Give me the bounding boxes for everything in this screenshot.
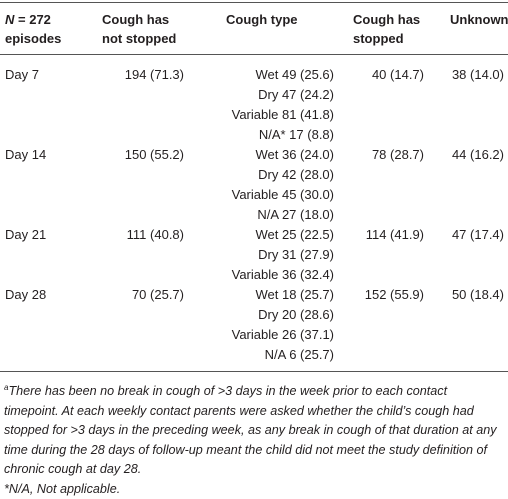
stopped-cell: 114 (41.9) [365, 227, 424, 242]
cough-type-cell: Wet 36 (24.0) Dry 42 (28.0) Variable 45 (3… [188, 145, 348, 225]
not-stopped-cell: 150 (55.2) [124, 147, 184, 162]
header-cell: Unknown [450, 12, 508, 27]
cough-type-line: Wet 25 (22.5) [255, 227, 334, 242]
not-stopped-cell: 194 (71.3) [124, 67, 184, 82]
cough-type-cell: Wet 18 (25.7) Dry 20 (28.6) Variable 26 (3… [188, 285, 348, 372]
cough-type-line: Wet 18 (25.7) [255, 287, 334, 302]
cough-type-line: Variable 81 (41.8) [231, 107, 334, 122]
cough-type-line: Wet 36 (24.0) [255, 147, 334, 162]
not-stopped-cell: 111 (40.8) [126, 227, 184, 242]
unknown-cell: 50 (18.4) [451, 287, 504, 302]
data-table: N = 272 episodes Cough has not stopped C… [0, 2, 508, 372]
header-text: = 272 episodes [5, 12, 62, 46]
footnote: aThere has been no break in cough of >3 … [4, 378, 504, 480]
not-stopped-cell: 70 (25.7) [131, 287, 184, 302]
cough-type-cell: Wet 25 (22.5) Dry 31 (27.9) Variable 36 (3… [188, 225, 348, 285]
table-row: Day 21 111 (40.8) Wet 25 (22.5) Dry 31 (27.… [0, 225, 508, 285]
cough-type-line: N/A 6 (25.7) [264, 347, 334, 362]
cough-type-cell: Wet 49 (25.6) Dry 47 (24.2) Variable 81 (4… [188, 55, 348, 146]
table-body: Day 7 194 (71.3) Wet 49 (25.6) Dry 47 (24.2… [0, 55, 508, 372]
stopped-cell: 152 (55.9) [364, 287, 424, 302]
unknown-cell: 44 (16.2) [451, 147, 504, 162]
footnotes: aThere has been no break in cough of >3 … [0, 372, 508, 499]
footnote-marker: a [4, 383, 9, 392]
table-row: Day 7 194 (71.3) Wet 49 (25.6) Dry 47 (24.2… [0, 55, 508, 146]
table-header: N = 272 episodes Cough has not stopped C… [0, 2, 508, 55]
cough-type-line: Variable 45 (30.0) [231, 187, 334, 202]
cough-type-line: Dry 31 (27.9) [258, 247, 334, 262]
header-italic: N [5, 12, 15, 27]
header-cell: Cough type [226, 12, 298, 27]
cough-type-line: Dry 20 (28.6) [258, 307, 334, 322]
cough-type-line: Variable 26 (37.1) [231, 327, 334, 342]
footnote-text: There has been no break in cough of >3 d… [4, 384, 497, 477]
day-cell: Day 14 [5, 147, 47, 162]
header-cell: N = 272 episodes [0, 3, 88, 55]
cough-type-line: Variable 36 (32.4) [231, 267, 334, 282]
unknown-cell: 47 (17.4) [451, 227, 504, 242]
day-cell: Day 7 [5, 67, 39, 82]
cough-type-line: N/A 27 (18.0) [257, 207, 334, 222]
day-cell: Day 21 [5, 227, 47, 242]
table-row: Day 28 70 (25.7) Wet 18 (25.7) Dry 20 (28.6… [0, 285, 508, 372]
stopped-cell: 40 (14.7) [371, 67, 424, 82]
header-cell: Cough has not stopped [102, 12, 177, 46]
header-row: N = 272 episodes Cough has not stopped C… [0, 2, 508, 55]
footnote: *N/A, Not applicable. [4, 481, 121, 496]
table-row: Day 14 150 (55.2) Wet 36 (24.0) Dry 42 (28.… [0, 145, 508, 225]
cough-type-line: Dry 47 (24.2) [258, 87, 334, 102]
header-cell: Cough has stopped [353, 12, 421, 46]
unknown-cell: 38 (14.0) [451, 67, 504, 82]
cough-type-line: N/A* 17 (8.8) [258, 127, 334, 142]
cough-type-line: Wet 49 (25.6) [255, 67, 334, 82]
cough-type-line: Dry 42 (28.0) [258, 167, 334, 182]
stopped-cell: 78 (28.7) [371, 147, 424, 162]
day-cell: Day 28 [5, 287, 47, 302]
